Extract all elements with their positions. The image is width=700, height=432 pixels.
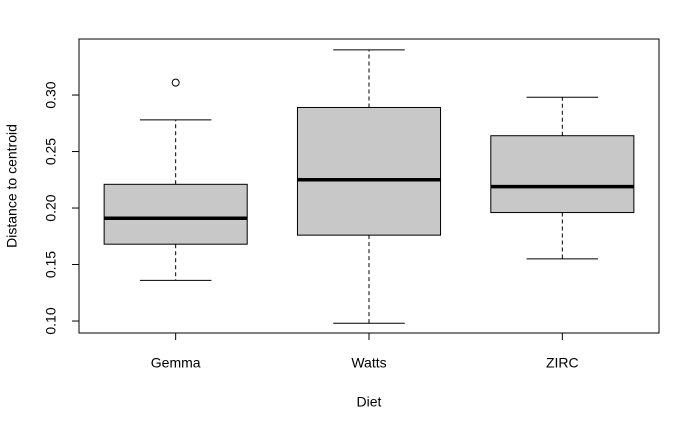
x-tick-label: Watts [351, 355, 386, 371]
box [490, 135, 635, 214]
y-tick-label: 0.25 [43, 138, 59, 165]
y-axis-label: Distance to centroid [4, 124, 20, 248]
x-tick-label: Gemma [151, 355, 201, 371]
box [103, 183, 248, 245]
y-tick-label: 0.20 [43, 194, 59, 221]
y-tick-label: 0.15 [43, 251, 59, 278]
y-tick-label: 0.10 [43, 307, 59, 334]
box [296, 106, 442, 236]
y-tick-label: 0.30 [43, 81, 59, 108]
x-tick-label: ZIRC [546, 355, 579, 371]
outlier [171, 78, 180, 87]
x-axis-label: Diet [357, 394, 382, 410]
